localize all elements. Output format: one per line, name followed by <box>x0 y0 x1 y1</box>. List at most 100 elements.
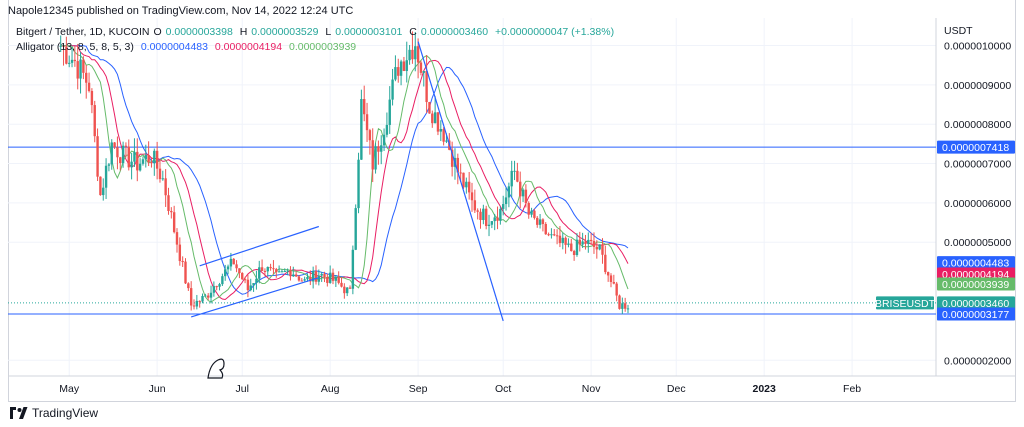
candle-body <box>431 113 434 124</box>
symbol-tag-box <box>876 296 934 310</box>
x-tick-label: Sep <box>409 383 428 395</box>
candle-body <box>99 176 102 196</box>
symbol-title: Bitgert / Tether, 1D, KUCOIN <box>16 26 150 38</box>
candle-body <box>294 274 298 277</box>
candle-body <box>476 210 479 212</box>
candle-body <box>459 172 462 174</box>
close-value: 0.0000003460 <box>420 26 489 38</box>
candle-body <box>380 145 383 152</box>
candle-body <box>493 217 496 222</box>
candlestick-chart[interactable]: 0.0000010000 0.0000009000 0.0000008000 0.00… <box>8 18 1016 402</box>
alligator-jaw-line <box>60 45 629 295</box>
candle-body <box>414 46 417 60</box>
candle-body <box>462 172 465 188</box>
candle-body <box>382 134 386 146</box>
currency-label: USDT <box>944 25 973 37</box>
candle-body <box>371 140 374 170</box>
candle-body <box>119 157 122 164</box>
candle-body <box>553 234 556 236</box>
candle-body <box>246 279 250 291</box>
y-tick-label: 0.0000009000 <box>944 80 1011 92</box>
candle-body <box>513 170 516 172</box>
candle-body <box>68 62 71 64</box>
candle-body <box>422 71 425 73</box>
candle-body <box>510 170 513 187</box>
candle-body <box>311 270 315 282</box>
candle-body <box>96 136 99 177</box>
candle-body <box>504 197 508 205</box>
candle-body <box>206 295 210 298</box>
candle-body <box>609 275 613 282</box>
price-label-text: 0.0000003177 <box>942 309 1009 321</box>
candle-body <box>615 283 618 296</box>
candle-body <box>164 178 167 196</box>
candle-body <box>507 186 511 198</box>
candle-body <box>561 237 564 244</box>
candle-body <box>266 266 269 272</box>
candle-body <box>345 287 349 294</box>
high-label: H <box>239 26 248 38</box>
candle-body <box>527 203 530 215</box>
candle-body <box>170 210 173 213</box>
candle-body <box>136 151 139 171</box>
candle-body <box>555 235 559 237</box>
candle-body <box>201 295 204 302</box>
candle-body <box>221 276 224 285</box>
candle-body <box>581 241 584 245</box>
candle-body <box>153 150 156 164</box>
x-tick-label: Nov <box>582 383 601 395</box>
candle-body <box>496 217 499 221</box>
candle-body <box>584 241 587 244</box>
low-value: 0.0000003101 <box>335 26 403 38</box>
candle-body <box>450 149 454 167</box>
y-tick-label: 0.0000008000 <box>944 119 1011 131</box>
candle-body <box>502 204 505 209</box>
price-label-box <box>937 267 1015 281</box>
candle-body <box>303 279 306 281</box>
candle-body <box>90 90 94 106</box>
x-tick-label: Jun <box>149 383 166 395</box>
candle-body <box>419 62 423 73</box>
candle-body <box>204 295 207 297</box>
candle-body <box>102 187 105 196</box>
candle-body <box>73 59 77 62</box>
candle-body <box>150 162 153 164</box>
candle-body <box>445 140 448 142</box>
price-label-text: 0.0000003939 <box>942 279 1009 291</box>
tradingview-footer[interactable]: TradingView <box>10 406 98 420</box>
candle-body <box>442 128 445 142</box>
candle-body <box>567 243 570 245</box>
candle-body <box>175 232 179 245</box>
candle-body <box>280 271 284 273</box>
candle-body <box>530 210 533 215</box>
candle-body <box>181 261 184 263</box>
candle-body <box>618 295 621 309</box>
candle-body <box>218 284 221 287</box>
candle-body <box>499 208 502 221</box>
candle-body <box>178 244 182 262</box>
candle-body <box>399 61 403 76</box>
candle-body <box>368 130 372 141</box>
candle-body <box>354 208 357 250</box>
channel-upper-trendline <box>199 225 320 267</box>
y-tick-label: 0.0000005000 <box>944 237 1011 249</box>
candle-body <box>198 300 201 302</box>
x-tick-label: Jul <box>236 383 249 395</box>
price-label-box <box>937 256 1015 270</box>
candle-body <box>604 254 607 273</box>
candle-body <box>536 217 539 225</box>
x-tick-label: Oct <box>495 383 511 395</box>
candle-body <box>85 72 88 83</box>
candle-body <box>331 272 335 281</box>
close-label: C <box>409 26 417 38</box>
candle-body <box>297 276 301 281</box>
candle-body <box>621 303 624 309</box>
candle-body <box>133 151 136 162</box>
candle-body <box>570 243 573 252</box>
candle-body <box>116 147 119 158</box>
candle-body <box>59 45 62 47</box>
candle-body <box>348 287 352 289</box>
candle-body <box>226 266 230 270</box>
candle-body <box>263 270 267 272</box>
candle-body <box>428 102 431 114</box>
